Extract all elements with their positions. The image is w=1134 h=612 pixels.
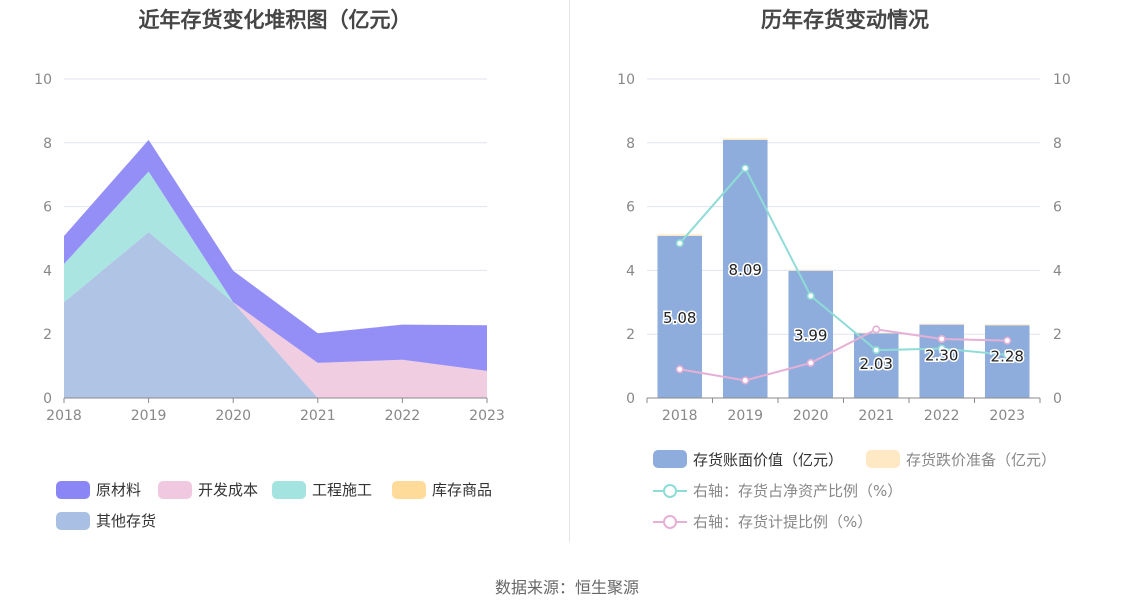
x-tick-label: 2022	[385, 408, 421, 424]
legend-swatch	[56, 481, 90, 499]
net-asset-ratio-line	[678, 166, 1008, 356]
x-tick-label: 2019	[131, 408, 167, 424]
legend-label: 存货账面价值（亿元）	[693, 451, 843, 469]
provision-ratio-point	[741, 376, 750, 385]
y2-tick-label: 10	[1053, 72, 1071, 88]
x-tick-label: 2021	[858, 408, 894, 424]
x-tick-label: 2021	[300, 408, 336, 424]
y-tick-label: 6	[626, 200, 635, 216]
legend-label: 右轴：存货占净资产比例（%）	[693, 482, 902, 500]
bar-value-label: 2.30	[925, 347, 958, 365]
bar-impairment-reserve	[919, 323, 965, 325]
net-asset-ratio-point	[741, 164, 750, 173]
y2-tick-label: 0	[1053, 391, 1062, 407]
bar-impairment-reserve	[984, 324, 1030, 326]
area-other-inventory	[64, 232, 487, 398]
y-tick-label: 4	[626, 263, 635, 279]
legend-swatch	[392, 481, 426, 499]
provision-ratio-point	[937, 334, 946, 343]
right-chart-title: 历年存货变动情况	[761, 8, 929, 32]
x-tick-label: 2020	[215, 408, 251, 424]
provision-ratio-line	[679, 328, 1008, 382]
legend-label: 库存商品	[432, 481, 492, 499]
bar-impairment-reserve	[657, 234, 703, 236]
net-asset-ratio-point	[937, 344, 946, 353]
provision-ratio-point	[675, 365, 684, 374]
y-tick-label: 6	[43, 200, 52, 216]
legend-label: 原材料	[96, 481, 141, 499]
y2-tick-label: 2	[1053, 327, 1062, 343]
legend-label: 其他存货	[96, 512, 156, 530]
x-tick-label: 2019	[727, 408, 763, 424]
area-raw-materials	[64, 139, 487, 371]
y-tick-label: 4	[43, 263, 52, 279]
net-asset-ratio-point	[1003, 350, 1012, 359]
y-tick-label: 8	[626, 136, 635, 152]
x-tick-label: 2023	[469, 408, 505, 424]
bar-value-label: 2.28	[991, 347, 1024, 365]
bar-impairment-reserve	[722, 138, 768, 140]
y2-tick-label: 6	[1053, 200, 1062, 216]
legend-marker	[663, 484, 677, 498]
x-tick-label: 2018	[46, 408, 82, 424]
y-tick-label: 2	[43, 327, 52, 343]
legend-swatch	[158, 481, 192, 499]
area-construction	[64, 171, 487, 371]
net-asset-ratio-point	[872, 346, 881, 355]
net-asset-ratio-point	[675, 239, 684, 248]
x-tick-label: 2022	[924, 408, 960, 424]
bar-value-label: 8.09	[729, 261, 762, 279]
x-tick-label: 2023	[989, 408, 1025, 424]
legend-label: 存货跌价准备（亿元）	[906, 451, 1056, 469]
provision-ratio-point	[806, 358, 815, 367]
y-tick-label: 8	[43, 136, 52, 152]
bar-book-value	[722, 139, 768, 398]
x-tick-label: 2020	[793, 408, 829, 424]
x-tick-label: 2018	[662, 408, 698, 424]
provision-ratio-point	[872, 325, 881, 334]
net-asset-ratio-point	[806, 291, 815, 300]
chart-divider	[569, 0, 570, 542]
y2-tick-label: 4	[1053, 263, 1062, 279]
area-development-cost	[64, 232, 487, 398]
stacked-area-chart: 0 2 4 6 8 10 2018 2019 2020 2021 2022 2023 原材料 开发成本 工程…	[34, 72, 505, 530]
legend-label: 工程施工	[312, 481, 372, 499]
legend-swatch	[653, 450, 687, 468]
bar-value-label: 2.03	[860, 355, 893, 373]
legend-label: 右轴：存货计提比例（%）	[693, 513, 872, 531]
legend-marker	[663, 515, 677, 529]
y-tick-label: 0	[43, 391, 52, 407]
bar-value-label: 3.99	[794, 326, 827, 344]
y2-tick-label: 8	[1053, 136, 1062, 152]
bar-impairment-reserve	[788, 269, 834, 271]
legend-label: 开发成本	[198, 481, 258, 499]
bar-line-chart: 0 2 4 6 8 10 0 2 4 6 8 10 2018 2019 2020 2021 2022 2023 5.…	[617, 72, 1071, 531]
legend-swatch	[272, 481, 306, 499]
left-chart-title: 近年存货变化堆积图（亿元）	[138, 8, 412, 32]
bar-value-label: 5.08	[663, 309, 696, 327]
y-tick-label: 10	[617, 72, 635, 88]
legend-swatch	[866, 450, 900, 468]
y-tick-label: 10	[34, 72, 52, 88]
y-tick-label: 0	[626, 391, 635, 407]
data-source: 数据来源：恒生聚源	[494, 578, 639, 597]
legend-swatch	[56, 512, 90, 530]
bar-book-value	[853, 333, 899, 398]
y-tick-label: 2	[626, 327, 635, 343]
provision-ratio-point	[1003, 336, 1012, 345]
